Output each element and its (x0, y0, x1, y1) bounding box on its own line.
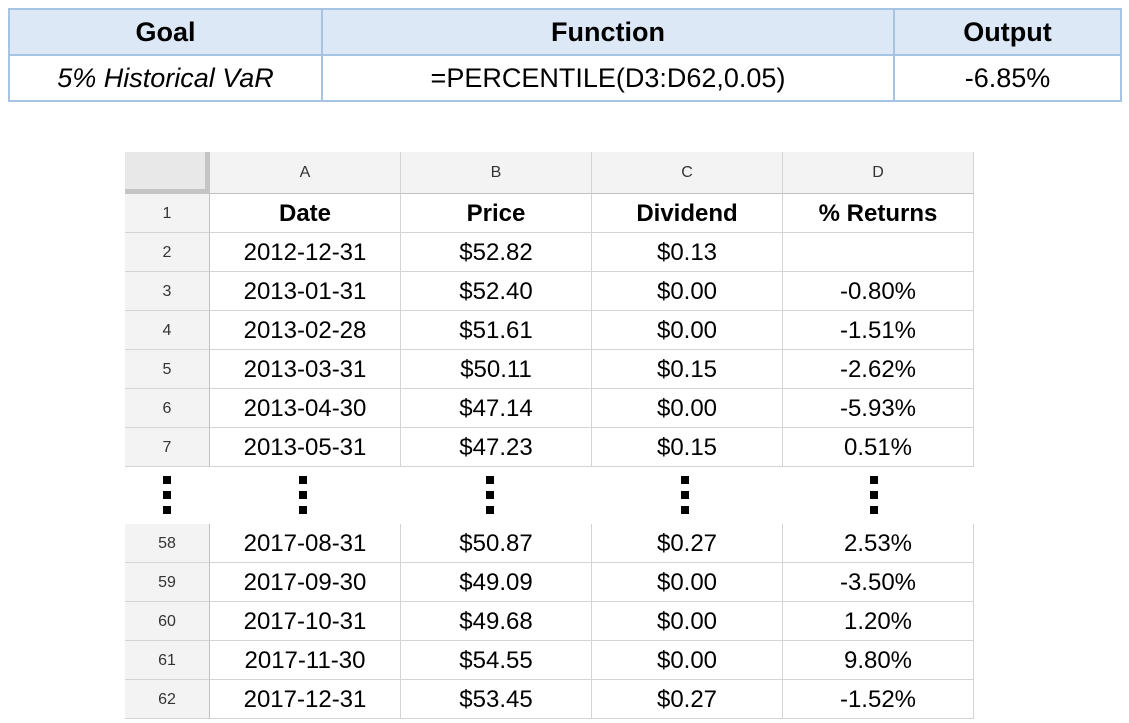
returns-cell[interactable]: 9.80% (783, 641, 974, 680)
price-cell[interactable]: $47.14 (401, 389, 592, 428)
row-header[interactable]: 1 (125, 194, 210, 233)
returns-cell[interactable] (783, 233, 974, 272)
price-cell[interactable]: $52.40 (401, 272, 592, 311)
dividend-cell[interactable]: $0.15 (592, 428, 783, 467)
dividend-header-cell[interactable]: Dividend (592, 194, 783, 233)
row-header[interactable]: 7 (125, 428, 210, 467)
price-cell[interactable]: $54.55 (401, 641, 592, 680)
row-header[interactable]: 6 (125, 389, 210, 428)
price-cell[interactable]: $47.23 (401, 428, 592, 467)
table-row: 60 2017-10-31 $49.68 $0.00 1.20% (125, 602, 974, 641)
dividend-cell[interactable]: $0.00 (592, 272, 783, 311)
row-header[interactable]: 4 (125, 311, 210, 350)
row-header[interactable]: 2 (125, 233, 210, 272)
row-header[interactable]: 61 (125, 641, 210, 680)
table-row: 6 2013-04-30 $47.14 $0.00 -5.93% (125, 389, 974, 428)
ellipsis-icon (870, 476, 878, 516)
dividend-cell[interactable]: $0.27 (592, 680, 783, 719)
summary-goal-header: Goal (8, 8, 323, 56)
dividend-cell[interactable]: $0.27 (592, 524, 783, 563)
price-cell[interactable]: $50.87 (401, 524, 592, 563)
price-cell[interactable]: $49.68 (401, 602, 592, 641)
spreadsheet-grid: A B C D 1 Date Price Dividend % Returns … (125, 152, 975, 723)
returns-cell[interactable]: -0.80% (783, 272, 974, 311)
summary-table: Goal Function Output 5% Historical VaR =… (8, 8, 1122, 102)
select-all-corner[interactable] (125, 152, 210, 194)
row-header[interactable]: 58 (125, 524, 210, 563)
date-cell[interactable]: 2017-12-31 (210, 680, 401, 719)
date-cell[interactable]: 2012-12-31 (210, 233, 401, 272)
column-header-b[interactable]: B (401, 152, 592, 194)
price-cell[interactable]: $49.09 (401, 563, 592, 602)
table-row: 5 2013-03-31 $50.11 $0.15 -2.62% (125, 350, 974, 389)
returns-cell[interactable]: -5.93% (783, 389, 974, 428)
row-header[interactable]: 60 (125, 602, 210, 641)
summary-output-header: Output (893, 8, 1122, 56)
date-header-cell[interactable]: Date (210, 194, 401, 233)
date-cell[interactable]: 2013-05-31 (210, 428, 401, 467)
ellipsis-icon (163, 476, 171, 516)
table-row: 7 2013-05-31 $47.23 $0.15 0.51% (125, 428, 974, 467)
returns-cell[interactable]: -2.62% (783, 350, 974, 389)
date-cell[interactable]: 2017-10-31 (210, 602, 401, 641)
row-header[interactable]: 59 (125, 563, 210, 602)
date-cell[interactable]: 2013-04-30 (210, 389, 401, 428)
returns-cell[interactable]: 1.20% (783, 602, 974, 641)
date-cell[interactable]: 2017-09-30 (210, 563, 401, 602)
ellipsis-icon (681, 476, 689, 516)
column-header-row: A B C D (125, 152, 974, 194)
dividend-cell[interactable]: $0.00 (592, 641, 783, 680)
dividend-cell[interactable]: $0.00 (592, 389, 783, 428)
dividend-cell[interactable]: $0.15 (592, 350, 783, 389)
returns-cell[interactable]: -1.52% (783, 680, 974, 719)
dividend-cell[interactable]: $0.00 (592, 563, 783, 602)
summary-output-cell[interactable]: -6.85% (893, 54, 1122, 102)
skipped-rows-ellipsis (125, 472, 975, 522)
table-row: 62 2017-12-31 $53.45 $0.27 -1.52% (125, 680, 974, 719)
date-cell[interactable]: 2013-02-28 (210, 311, 401, 350)
price-header-cell[interactable]: Price (401, 194, 592, 233)
returns-cell[interactable]: -1.51% (783, 311, 974, 350)
row-header[interactable]: 62 (125, 680, 210, 719)
date-cell[interactable]: 2013-03-31 (210, 350, 401, 389)
table-row: 61 2017-11-30 $54.55 $0.00 9.80% (125, 641, 974, 680)
summary-goal-cell[interactable]: 5% Historical VaR (8, 54, 323, 102)
row-header[interactable]: 5 (125, 350, 210, 389)
ellipsis-icon (299, 476, 307, 516)
returns-cell[interactable]: 2.53% (783, 524, 974, 563)
returns-cell[interactable]: 0.51% (783, 428, 974, 467)
column-header-a[interactable]: A (210, 152, 401, 194)
returns-header-cell[interactable]: % Returns (783, 194, 974, 233)
table-row: 58 2017-08-31 $50.87 $0.27 2.53% (125, 524, 974, 563)
dividend-cell[interactable]: $0.00 (592, 311, 783, 350)
table-row: 3 2013-01-31 $52.40 $0.00 -0.80% (125, 272, 974, 311)
date-cell[interactable]: 2017-08-31 (210, 524, 401, 563)
table-row: 4 2013-02-28 $51.61 $0.00 -1.51% (125, 311, 974, 350)
summary-data-row: 5% Historical VaR =PERCENTILE(D3:D62,0.0… (8, 54, 1122, 102)
dividend-cell[interactable]: $0.13 (592, 233, 783, 272)
price-cell[interactable]: $51.61 (401, 311, 592, 350)
column-header-c[interactable]: C (592, 152, 783, 194)
price-cell[interactable]: $50.11 (401, 350, 592, 389)
price-cell[interactable]: $53.45 (401, 680, 592, 719)
date-cell[interactable]: 2013-01-31 (210, 272, 401, 311)
date-cell[interactable]: 2017-11-30 (210, 641, 401, 680)
summary-function-header: Function (321, 8, 895, 56)
row-header[interactable]: 3 (125, 272, 210, 311)
price-cell[interactable]: $52.82 (401, 233, 592, 272)
column-header-d[interactable]: D (783, 152, 974, 194)
dividend-cell[interactable]: $0.00 (592, 602, 783, 641)
table-row: 2 2012-12-31 $52.82 $0.13 (125, 233, 974, 272)
sheet-header-row: 1 Date Price Dividend % Returns (125, 194, 974, 233)
summary-function-cell[interactable]: =PERCENTILE(D3:D62,0.05) (321, 54, 895, 102)
ellipsis-icon (486, 476, 494, 516)
table-row: 59 2017-09-30 $49.09 $0.00 -3.50% (125, 563, 974, 602)
returns-cell[interactable]: -3.50% (783, 563, 974, 602)
summary-header-row: Goal Function Output (8, 8, 1122, 56)
